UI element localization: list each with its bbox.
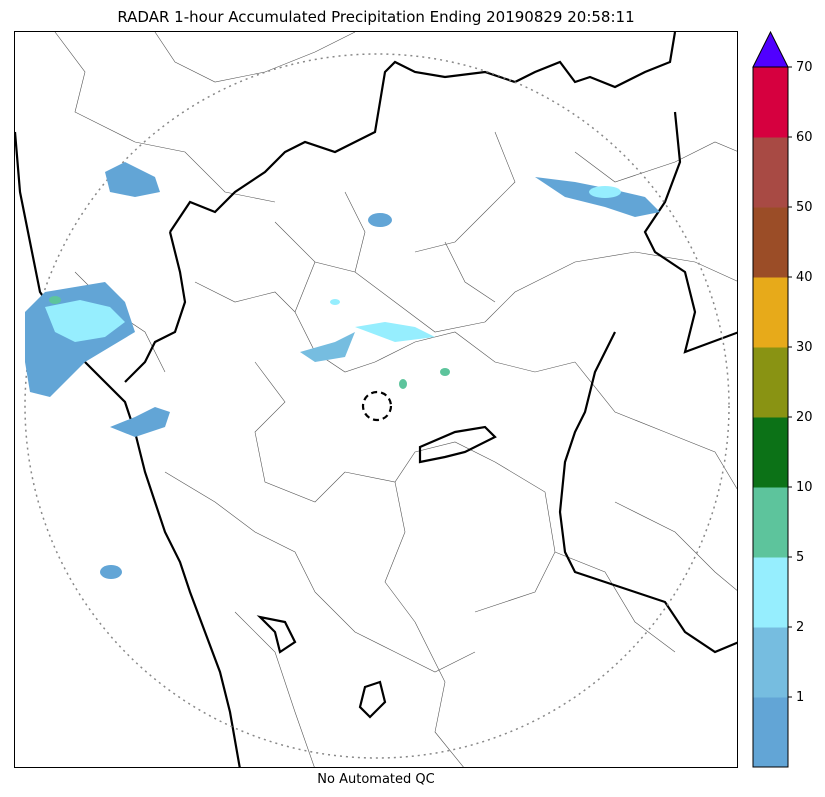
colorbar-tick-label: 20 [796, 410, 813, 425]
chart-title: RADAR 1-hour Accumulated Precipitation E… [117, 8, 635, 26]
range-ring [24, 53, 730, 759]
colorbar-tick-label: 2 [796, 620, 804, 635]
colorbar-extend-arrow [752, 31, 789, 68]
colorbar-tick-label: 30 [796, 340, 813, 355]
colorbar-segment [753, 207, 788, 278]
colorbar-segment [753, 627, 788, 698]
colorbar-tick-label: 70 [796, 60, 813, 75]
colorbar-segment [753, 557, 788, 628]
colorbar-tick-label: 10 [796, 480, 813, 495]
colorbar: 1 2 5 10 20 30 40 50 60 70 [752, 31, 813, 768]
radar-map[interactable] [14, 31, 738, 768]
colorbar-segment [753, 137, 788, 208]
colorbar-segment [753, 697, 788, 768]
colorbar-tick-label: 5 [796, 550, 804, 565]
colorbar-tick-label: 60 [796, 130, 813, 145]
colorbar-segment [753, 277, 788, 348]
colorbar-segment [753, 487, 788, 558]
precipitation-cells [25, 162, 660, 579]
state-boundaries [15, 32, 737, 767]
colorbar-tick-label: 50 [796, 200, 813, 215]
colorbar-segment [753, 417, 788, 488]
colorbar-segment [753, 347, 788, 418]
qc-note: No Automated QC [317, 772, 435, 787]
colorbar-segment [753, 67, 788, 138]
radar-site-marker[interactable] [361, 390, 393, 422]
colorbar-tick-label: 1 [796, 690, 804, 705]
district-boundaries [54, 32, 737, 767]
colorbar-tick-label: 40 [796, 270, 813, 285]
